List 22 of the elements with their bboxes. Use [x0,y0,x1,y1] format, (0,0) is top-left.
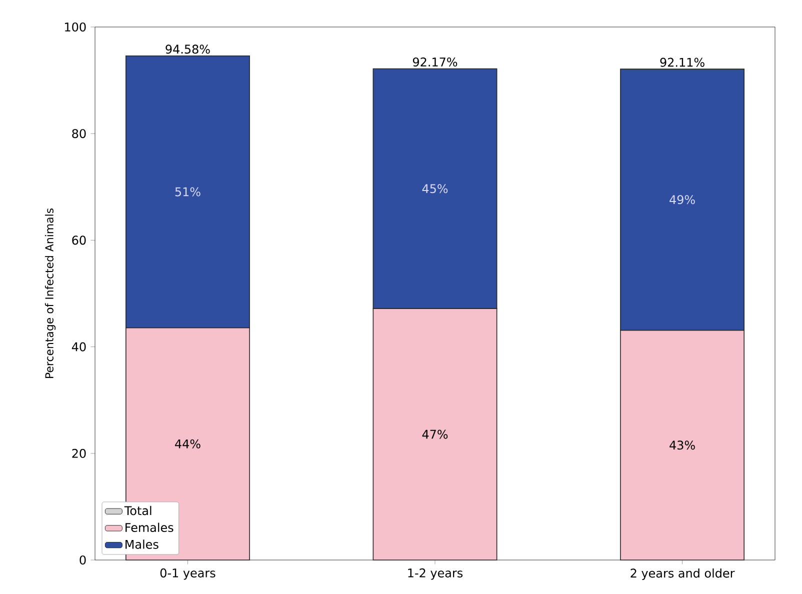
y-tick-label: 80 [72,129,86,138]
y-tick-label: 100 [65,22,86,32]
y-tick-label: 40 [72,342,86,352]
legend-label: Males [126,540,158,549]
x-tick-label: 2 years and older [630,568,735,580]
x-tick-label: 1-2 years [408,568,463,580]
total-label: 92.11% [660,58,704,67]
total-label: 94.58% [166,44,210,54]
x-tick-label: 0-1 years [160,568,216,580]
legend-label: Females [126,522,174,532]
y-tick-label: 0 [80,555,86,565]
data-label: 49% [670,195,695,204]
legend-label: Total [124,506,152,516]
data-label: 43% [670,440,695,450]
data-label: 44% [175,439,200,448]
y-tick-label: 20 [72,448,86,458]
total-label: 92.17% [412,57,458,67]
data-label: 47% [422,430,448,439]
data-label: 45% [422,184,448,194]
y-axis-title: Percentage of Infected Animals [44,208,56,378]
data-label: 51% [175,187,200,196]
y-tick-label: 60 [72,236,86,245]
